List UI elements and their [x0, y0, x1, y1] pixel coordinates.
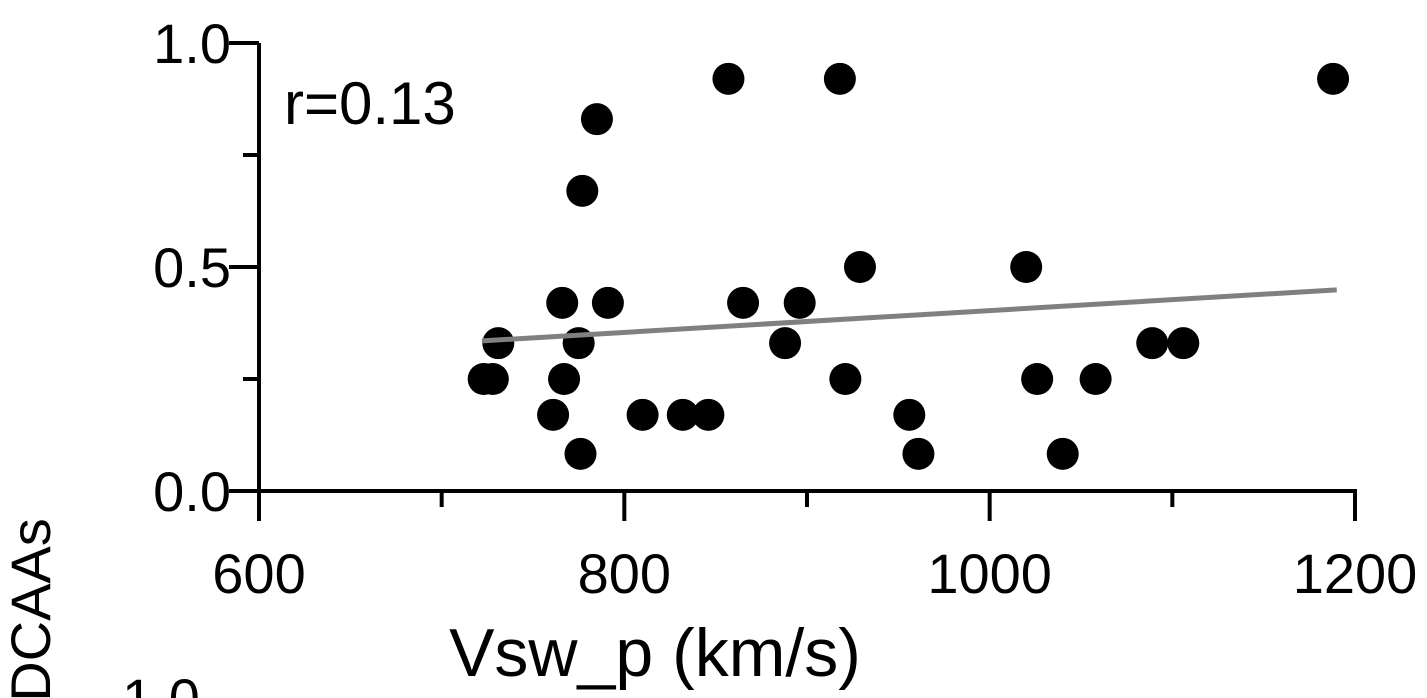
- point: [626, 398, 659, 431]
- point: [1136, 327, 1169, 360]
- point: [902, 437, 935, 470]
- y-tick-label: 1.0: [153, 12, 231, 75]
- point: [1167, 327, 1200, 360]
- point: [727, 286, 760, 319]
- point: [564, 437, 597, 470]
- point: [1046, 437, 1079, 470]
- point: [482, 327, 515, 360]
- point: [562, 327, 595, 360]
- point: [580, 103, 613, 136]
- point: [1317, 62, 1350, 95]
- x-axis-label: Vsw_p (km/s): [449, 615, 861, 691]
- x-tick-label: 1000: [927, 542, 1052, 605]
- annotation: r=0.13: [284, 70, 456, 137]
- clipped-tick-label: 1.0: [122, 667, 200, 698]
- point: [893, 398, 926, 431]
- point: [666, 398, 699, 431]
- point: [1010, 251, 1043, 283]
- point: [823, 62, 856, 95]
- point: [546, 286, 579, 319]
- y-tick-label: 0.5: [153, 236, 231, 299]
- point: [548, 363, 581, 395]
- point: [1021, 363, 1054, 395]
- x-tick-label: 1200: [1293, 542, 1418, 605]
- point: [591, 286, 624, 319]
- point: [829, 363, 862, 395]
- point: [712, 62, 745, 95]
- y-tick-label: 0.0: [153, 460, 231, 523]
- x-tick-label: 600: [212, 542, 305, 605]
- point: [566, 174, 599, 207]
- clipped-axis-label: DCAAs: [0, 518, 62, 698]
- point: [783, 286, 816, 319]
- point: [843, 251, 876, 283]
- point: [1079, 363, 1112, 395]
- fit-line: [481, 287, 1337, 344]
- point: [476, 363, 509, 395]
- x-tick-label: 800: [578, 542, 671, 605]
- point: [769, 327, 802, 360]
- point: [537, 398, 570, 431]
- point: [692, 398, 725, 431]
